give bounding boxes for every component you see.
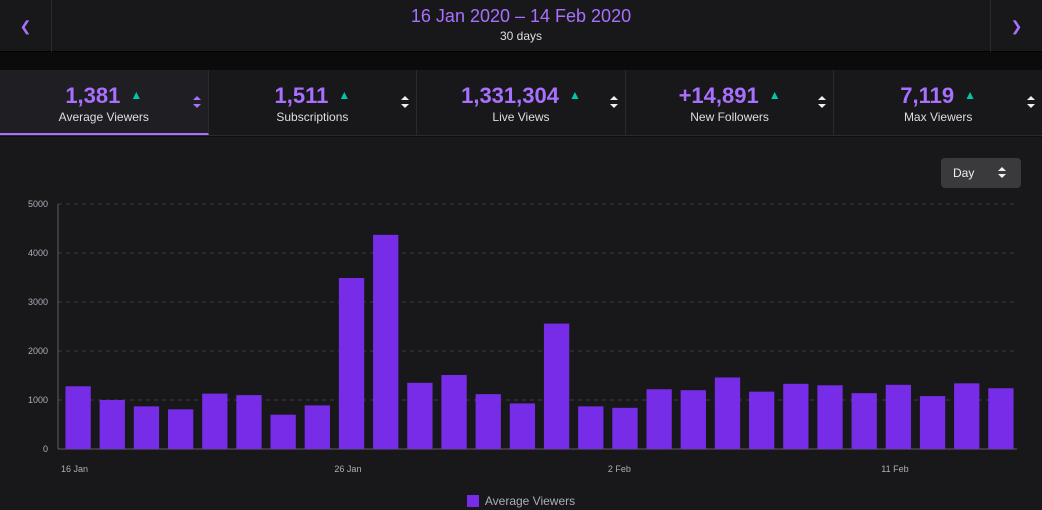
stat-tab-live-views[interactable]: 1,331,304 ▲ Live Views bbox=[417, 70, 626, 135]
next-range-button[interactable]: ❯ bbox=[990, 0, 1042, 52]
bar bbox=[783, 383, 809, 449]
date-range-duration: 30 days bbox=[499, 29, 543, 43]
bar bbox=[646, 389, 672, 449]
granularity-select[interactable]: Day bbox=[941, 158, 1021, 188]
bar bbox=[99, 400, 125, 449]
bar bbox=[441, 375, 467, 449]
trend-up-icon: ▲ bbox=[768, 88, 781, 102]
stat-label: Live Views bbox=[492, 110, 550, 124]
y-tick-label: 5000 bbox=[28, 199, 48, 209]
trend-up-icon: ▲ bbox=[568, 88, 581, 102]
stats-tabs: 1,381 ▲ Average Viewers 1,511 ▲ Subscripti… bbox=[0, 70, 1042, 136]
trend-up-icon: ▲ bbox=[964, 88, 977, 102]
bar bbox=[885, 384, 912, 449]
bar bbox=[749, 391, 775, 449]
y-tick-label: 3000 bbox=[28, 297, 48, 307]
select-arrows-icon bbox=[997, 165, 1007, 181]
y-tick-label: 2000 bbox=[28, 346, 48, 356]
chart-legend[interactable]: Average Viewers bbox=[0, 494, 1042, 508]
stat-label: Average Viewers bbox=[58, 110, 149, 124]
bar bbox=[509, 403, 536, 449]
stat-tab-average-viewers[interactable]: 1,381 ▲ Average Viewers bbox=[0, 70, 209, 135]
average-viewers-chart: 0 1000 2000 3000 4000 5000 16 Jan 26 Jan 2 Feb 11… bbox=[28, 199, 1017, 474]
bar bbox=[65, 386, 91, 449]
sort-icon bbox=[1026, 94, 1036, 112]
bar bbox=[680, 390, 706, 449]
x-tick-label: 11 Feb bbox=[881, 464, 908, 474]
sort-icon bbox=[192, 94, 202, 112]
sort-icon bbox=[400, 94, 410, 112]
bar bbox=[338, 277, 365, 449]
y-tick-label: 4000 bbox=[28, 248, 48, 258]
granularity-value: Day bbox=[953, 166, 975, 180]
bar bbox=[954, 383, 980, 449]
trend-up-icon: ▲ bbox=[130, 88, 143, 102]
divider bbox=[0, 52, 1042, 70]
chevron-right-icon: ❯ bbox=[1010, 17, 1023, 34]
stat-value: +14,891 bbox=[678, 83, 759, 108]
bar bbox=[236, 395, 262, 449]
y-tick-label: 1000 bbox=[28, 395, 48, 405]
stat-value: 1,511 bbox=[274, 83, 329, 108]
bar bbox=[202, 393, 228, 449]
previous-range-button[interactable]: ❮ bbox=[0, 0, 52, 52]
bar bbox=[133, 406, 160, 449]
bar bbox=[304, 405, 330, 449]
bar bbox=[270, 414, 296, 449]
stat-value: 7,119 bbox=[900, 83, 955, 108]
legend-label: Average Viewers bbox=[484, 494, 576, 508]
bar bbox=[578, 406, 604, 449]
chevron-left-icon: ❮ bbox=[19, 17, 32, 34]
chart-panel: 0 1000 2000 3000 4000 5000 16 Jan 26 Jan 2 Feb 11… bbox=[0, 137, 1042, 510]
stat-value: 1,381 bbox=[65, 83, 121, 108]
date-range: 16 Jan 2020 – 14 Feb 2020 30 days bbox=[52, 0, 990, 52]
stat-label: Subscriptions bbox=[276, 110, 349, 124]
sort-icon bbox=[817, 94, 827, 112]
date-range-bar: ❮ 16 Jan 2020 – 14 Feb 2020 30 days ❯ bbox=[0, 0, 1042, 52]
bar bbox=[475, 394, 501, 449]
legend-swatch bbox=[466, 495, 479, 507]
x-tick-label: 16 Jan bbox=[61, 464, 88, 474]
x-tick-label: 2 Feb bbox=[608, 464, 631, 474]
bar bbox=[714, 377, 741, 449]
stat-label: Max Viewers bbox=[903, 110, 973, 124]
stat-label: New Followers bbox=[690, 110, 769, 124]
bar bbox=[167, 409, 194, 449]
bar bbox=[851, 393, 877, 449]
stat-value: 1,331,304 bbox=[461, 83, 559, 108]
bar bbox=[817, 385, 843, 449]
x-tick-label: 26 Jan bbox=[334, 464, 361, 474]
bar bbox=[988, 388, 1014, 449]
bar bbox=[543, 323, 570, 449]
stat-tab-subscriptions[interactable]: 1,511 ▲ Subscriptions bbox=[209, 70, 418, 135]
stat-tab-max-viewers[interactable]: 7,119 ▲ Max Viewers bbox=[834, 70, 1042, 135]
stat-tab-new-followers[interactable]: +14,891 ▲ New Followers bbox=[626, 70, 835, 135]
trend-up-icon: ▲ bbox=[338, 88, 351, 102]
bar bbox=[919, 396, 946, 449]
bar bbox=[373, 234, 399, 449]
date-range-title: 16 Jan 2020 – 14 Feb 2020 bbox=[410, 6, 632, 26]
bar bbox=[612, 407, 638, 449]
y-tick-label: 0 bbox=[43, 444, 48, 454]
sort-icon bbox=[609, 94, 619, 112]
bar bbox=[407, 382, 433, 449]
